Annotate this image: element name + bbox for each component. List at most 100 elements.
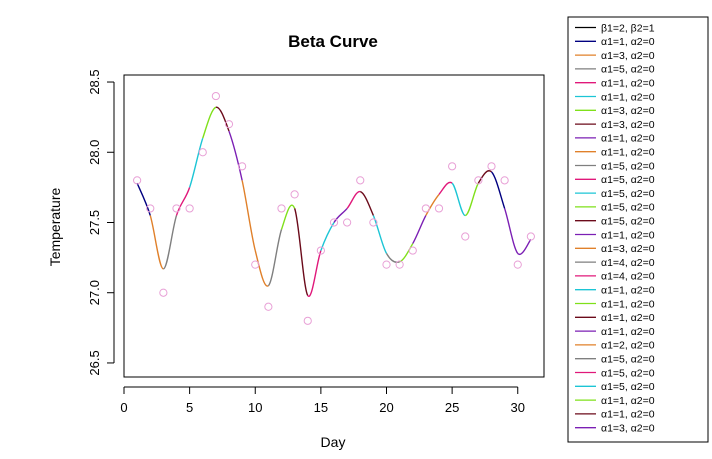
legend-item-label: α1=5, α2=0 [601, 202, 655, 214]
data-point [211, 91, 220, 101]
y-axis-label: Temperature [47, 187, 63, 266]
curve-segment [280, 204, 296, 230]
curve-segment [149, 215, 165, 270]
legend-box [567, 16, 709, 443]
curve-segment [451, 182, 466, 217]
curve-segment [412, 215, 427, 244]
legend-item-label: α1=4, α2=0 [601, 257, 655, 269]
legend-item-label: α1=1, α2=0 [601, 36, 655, 48]
legend-item-label: α1=1, α2=0 [601, 91, 655, 103]
data-point [185, 204, 194, 213]
fitted-curve [136, 106, 532, 297]
legend-item-label: α1=5, α2=0 [601, 381, 655, 393]
legend-item-label: α1=1, α2=0 [601, 229, 655, 241]
curve-segment [293, 208, 309, 296]
data-point [421, 204, 430, 213]
curve-segment [228, 130, 243, 181]
chart-title: Beta Curve [288, 32, 378, 51]
data-point [251, 260, 260, 269]
legend-item-label: α1=1, α2=0 [601, 285, 655, 297]
data-point [224, 120, 234, 129]
legend-item-label: α1=5, α2=0 [601, 188, 655, 200]
curve-segment [372, 215, 388, 254]
x-tick-label: 25 [445, 400, 459, 415]
legend-item-label: α1=5, α2=0 [601, 174, 655, 186]
y-axis: 26.5 27.0 27.5 28.0 28.5 [87, 69, 115, 376]
y-tick-label: 28.0 [87, 140, 102, 165]
data-point [461, 232, 470, 241]
data-point [395, 260, 404, 269]
legend-item-label: α1=4, α2=0 [601, 271, 655, 283]
legend-item-label: α1=1, α2=0 [601, 395, 655, 407]
curve-segment [162, 215, 178, 270]
x-tick-label: 30 [511, 400, 525, 415]
y-tick-label: 27.5 [87, 210, 102, 235]
curve-segment [490, 171, 506, 209]
legend-item-label: α1=1, α2=0 [601, 409, 655, 421]
data-point [303, 316, 312, 325]
data-points [133, 91, 535, 325]
data-point [264, 302, 273, 311]
legend-item-label: α1=5, α2=0 [601, 354, 655, 366]
legend-item-label: α1=3, α2=0 [601, 105, 655, 117]
data-point [172, 204, 181, 213]
legend-item-label: α1=2, α2=0 [601, 340, 655, 352]
data-point [500, 176, 509, 185]
curve-segment [333, 207, 348, 223]
curve-segment [477, 170, 492, 184]
data-point [408, 246, 417, 255]
legend-item-label: α1=5, α2=0 [601, 367, 655, 379]
curve-segment [202, 106, 217, 139]
legend-item-label: α1=5, α2=0 [601, 160, 655, 172]
legend-item-label: α1=1, α2=0 [601, 326, 655, 338]
curve-segment [136, 182, 151, 216]
data-point [277, 204, 286, 213]
curve-segment [267, 229, 283, 287]
curve-segment [307, 250, 322, 297]
x-tick-label: 5 [186, 400, 193, 415]
data-point [369, 218, 378, 227]
x-axis-label: Day [321, 434, 346, 450]
curve-segment [346, 190, 361, 209]
legend-item-label: α1=1, α2=0 [601, 312, 655, 324]
legend-item-label: α1=3, α2=0 [601, 243, 655, 255]
y-tick-label: 27.0 [87, 280, 102, 305]
data-point [448, 162, 457, 171]
legend-item-label: α1=1, α2=0 [601, 147, 655, 159]
curve-segment [503, 208, 519, 254]
curve-segment [175, 187, 191, 216]
legend-item-label: α1=1, α2=0 [601, 78, 655, 90]
curve-segment [517, 238, 532, 256]
curve-segment [215, 106, 230, 132]
curve-segment [188, 137, 204, 188]
legend-item-label: α1=3, α2=0 [601, 119, 655, 131]
data-point [382, 260, 391, 269]
data-point [159, 288, 168, 297]
x-tick-label: 10 [248, 400, 262, 415]
legend: β1=2, β2=1 α1=1, α2=0 α1=3, α2=0 α1=5, α2=0… [567, 16, 709, 443]
x-tick-label: 15 [314, 400, 328, 415]
curve-segment [425, 193, 440, 216]
x-axis: 0 5 10 15 20 25 30 [120, 386, 525, 415]
legend-item-label: β1=2, β2=1 [601, 22, 655, 34]
curve-segment [320, 222, 335, 251]
y-tick-label: 26.5 [87, 350, 102, 375]
legend-item-label: α1=3, α2=0 [601, 50, 655, 62]
data-point [316, 246, 325, 255]
data-point [329, 218, 339, 227]
data-point [343, 218, 352, 227]
curve-segment [438, 181, 453, 195]
legend-item-label: α1=5, α2=0 [601, 216, 655, 228]
data-point [238, 162, 247, 171]
x-tick-label: 0 [120, 400, 127, 415]
curve-segment [254, 250, 269, 287]
data-point [290, 190, 299, 199]
data-point [146, 204, 155, 213]
data-point [133, 176, 142, 185]
data-point [434, 204, 444, 213]
data-point [526, 232, 535, 241]
curve-segment [241, 180, 256, 251]
legend-item-label: α1=3, α2=0 [601, 423, 655, 435]
data-point [474, 176, 483, 185]
